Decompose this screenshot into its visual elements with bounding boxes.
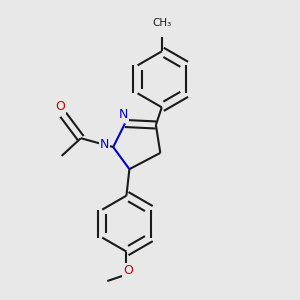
Text: N: N xyxy=(100,138,109,151)
Text: O: O xyxy=(123,264,133,277)
Text: O: O xyxy=(55,100,65,113)
Text: CH₃: CH₃ xyxy=(152,18,171,28)
Text: N: N xyxy=(119,108,128,121)
